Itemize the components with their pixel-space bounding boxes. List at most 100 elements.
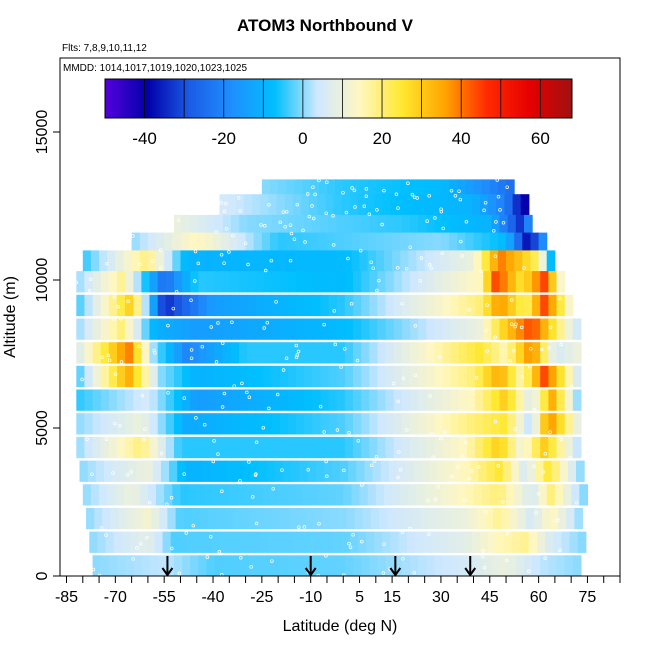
heatmap-cell (320, 214, 330, 237)
heatmap-cell (512, 531, 522, 553)
heatmap-cell (410, 294, 419, 317)
heatmap-cell (115, 250, 124, 272)
heatmap-cell (572, 342, 582, 364)
heatmap-cell (230, 436, 240, 459)
data-point-marker (324, 459, 328, 464)
heatmap-cell (540, 342, 549, 364)
heatmap-cell (361, 555, 370, 576)
heatmap-cell (304, 214, 313, 237)
heatmap-cell (182, 389, 191, 411)
heatmap-cell (198, 214, 208, 237)
heatmap-cell (198, 342, 208, 364)
heatmap-cell (149, 271, 159, 293)
heatmap-cell (483, 294, 492, 317)
heatmap-cell (465, 484, 474, 506)
heatmap-cell (392, 232, 401, 254)
heatmap-cell (304, 413, 313, 435)
heatmap-cell (312, 214, 321, 237)
data-point-marker (450, 475, 454, 479)
heatmap-cell (289, 507, 299, 530)
data-point-marker (104, 437, 109, 442)
heatmap-cell (524, 389, 533, 411)
heatmap-cell (483, 214, 492, 237)
heatmap-cell (564, 342, 574, 364)
heatmap-cell (133, 436, 142, 459)
heatmap-cell (286, 484, 295, 506)
data-point-marker (568, 455, 573, 460)
heatmap-cell (253, 232, 263, 254)
heatmap-cell (92, 271, 102, 293)
heatmap-cell (344, 555, 354, 576)
heatmap-cell (108, 318, 118, 340)
heatmap-cell (147, 250, 157, 272)
heatmap-cell (507, 214, 517, 237)
data-point-marker (362, 204, 367, 209)
heatmap-cell (317, 194, 326, 216)
heatmap-cell (247, 365, 256, 388)
heatmap-cell (458, 294, 468, 317)
heatmap-cell (328, 271, 338, 293)
heatmap-cell (102, 507, 111, 530)
arrow-head (389, 567, 402, 577)
heatmap-cell (522, 250, 531, 272)
heatmap-cell (84, 436, 94, 459)
data-point-marker (397, 450, 401, 454)
heatmap-cell (84, 389, 94, 411)
heatmap-cell (401, 271, 411, 293)
heatmap-cell (483, 318, 492, 340)
heatmap-cell (393, 214, 403, 237)
heatmap-cell (304, 271, 313, 293)
heatmap-cell (384, 484, 393, 506)
heatmap-cell (320, 271, 330, 293)
data-point-marker (318, 404, 323, 409)
heatmap-cell (245, 484, 255, 506)
data-point-marker (106, 353, 111, 358)
data-point-marker (253, 473, 258, 477)
data-point-marker (427, 263, 432, 267)
heatmap-cell (538, 232, 548, 254)
heatmap-cell (434, 555, 444, 576)
heatmap-cell (126, 507, 136, 530)
data-point-marker (457, 189, 461, 193)
heatmap-cell (237, 232, 247, 254)
heatmap-cell (287, 318, 297, 340)
data-point-marker (254, 440, 259, 445)
data-point-marker (331, 214, 335, 218)
data-point-marker (99, 526, 104, 530)
colorbar-tick-label: 20 (373, 129, 392, 148)
heatmap-cell (532, 342, 541, 364)
heatmap-cell (92, 555, 102, 576)
heatmap-cell (157, 436, 167, 459)
data-point-marker (350, 186, 354, 190)
data-point-marker (284, 209, 289, 214)
data-point-marker (111, 471, 115, 475)
data-point-marker (501, 221, 506, 225)
data-point-marker (294, 343, 299, 348)
heatmap-cell (296, 294, 305, 317)
heatmap-cell (271, 294, 281, 317)
heatmap-cell (258, 460, 268, 482)
heatmap-cell (336, 214, 346, 237)
heatmap-cell (296, 413, 305, 435)
data-point-marker (74, 280, 79, 285)
data-point-marker (232, 384, 236, 388)
heatmap-cell (234, 460, 243, 482)
heatmap-cell (410, 413, 419, 435)
heatmap-cell (418, 555, 427, 576)
data-point-marker (209, 325, 213, 329)
data-point-marker (556, 518, 560, 523)
heatmap-cell (296, 389, 305, 411)
heatmap-cell (467, 389, 476, 411)
heatmap-cell (546, 484, 556, 506)
heatmap-cell (387, 507, 396, 530)
heatmap-cell (309, 531, 318, 553)
data-point-marker (485, 349, 490, 353)
heatmap-cell (141, 413, 151, 435)
heatmap-cell (401, 389, 411, 411)
heatmap-cell (133, 365, 142, 388)
x-tick-label: 15 (383, 589, 401, 606)
data-point-marker (449, 188, 454, 193)
heatmap-cell (117, 389, 126, 411)
heatmap-cell (304, 436, 313, 459)
data-point-marker (418, 278, 423, 283)
